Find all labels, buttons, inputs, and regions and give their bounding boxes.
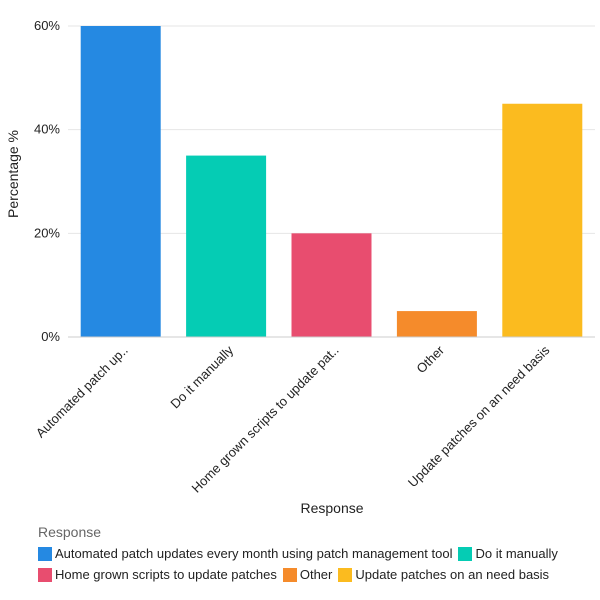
legend-label: Update patches on an need basis: [355, 567, 550, 582]
legend-items: Automated patch updates every month usin…: [38, 546, 590, 582]
x-tick-label: Do it manually: [167, 342, 236, 411]
y-tick-label: 40%: [34, 122, 60, 137]
legend-swatch: [38, 546, 52, 561]
bar[interactable]: [396, 311, 477, 337]
legend-label: Automated patch updates every month usin…: [55, 546, 453, 561]
x-tick-label: Other: [413, 342, 447, 376]
bar-series: [80, 26, 583, 337]
x-axis-title: Response: [300, 500, 363, 516]
bar-chart: 0% 20% 40% 60% Automated patch up.. Do it ma…: [5, 18, 595, 516]
legend-swatch: [338, 567, 353, 582]
legend: Response Automated patch updates every m…: [38, 524, 590, 582]
legend-item[interactable]: Update patches on an need basis: [338, 567, 549, 582]
bar[interactable]: [80, 26, 161, 337]
legend-item[interactable]: Other: [282, 567, 333, 582]
y-axis-title: Percentage %: [5, 130, 21, 218]
legend-label: Do it manually: [475, 546, 558, 561]
legend-label: Home grown scripts to update patches: [55, 567, 277, 582]
y-tick-label: 20%: [34, 225, 60, 240]
legend-item[interactable]: Home grown scripts to update patches: [38, 567, 277, 582]
y-tick-label: 0%: [41, 329, 60, 344]
legend-swatch: [458, 546, 473, 561]
legend-item[interactable]: Do it manually: [458, 546, 558, 561]
legend-swatch: [282, 567, 297, 582]
y-axis-ticks: 0% 20% 40% 60%: [34, 18, 60, 344]
bar[interactable]: [291, 233, 372, 337]
legend-label: Other: [299, 567, 333, 582]
y-tick-label: 60%: [34, 18, 60, 33]
bar[interactable]: [186, 155, 267, 337]
bar[interactable]: [502, 103, 583, 337]
x-tick-label: Automated patch up..: [33, 343, 131, 441]
legend-item[interactable]: Automated patch updates every month usin…: [38, 546, 452, 561]
legend-title: Response: [38, 524, 102, 540]
legend-swatch: [38, 567, 52, 582]
